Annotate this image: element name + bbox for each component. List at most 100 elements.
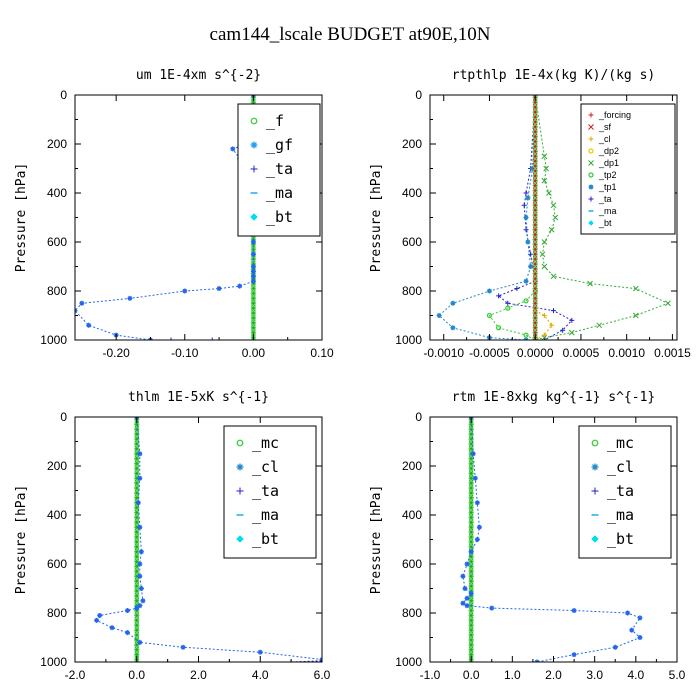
data-point — [468, 634, 475, 641]
y-tick-label: 200 — [402, 459, 422, 473]
data-point — [250, 283, 257, 289]
data-point — [532, 322, 539, 329]
series-line-1 — [534, 95, 670, 340]
data-point — [109, 625, 115, 631]
legend-marker — [588, 220, 594, 226]
chart-panel-3: thlm 1E-5xK s^{-1} Pressure [hPa] -2.0 0.0 2… — [14, 390, 331, 682]
data-point — [505, 300, 511, 306]
legend-entry: _tp1 — [588, 182, 617, 192]
data-point — [250, 293, 257, 299]
data-point — [532, 180, 539, 187]
data-point — [474, 500, 480, 506]
data-point — [450, 300, 456, 306]
x-tick-label: 3.0 — [586, 668, 603, 682]
data-point — [539, 251, 546, 258]
data-point — [468, 644, 475, 651]
data-point — [546, 190, 552, 196]
legend-label: _ma — [598, 206, 617, 216]
y-tick-label: 200 — [402, 137, 422, 151]
data-point — [532, 101, 539, 108]
legend-label: _ta — [266, 160, 293, 178]
data-point — [532, 327, 539, 334]
data-point — [541, 337, 547, 340]
data-point — [532, 121, 539, 128]
legend-label: _forcing — [598, 110, 631, 120]
y-tick-label: 400 — [47, 508, 67, 522]
data-point — [138, 549, 144, 555]
data-point — [468, 610, 475, 616]
data-point — [468, 580, 475, 587]
data-point — [133, 468, 140, 474]
data-point — [637, 615, 643, 621]
data-point — [486, 288, 492, 294]
data-point — [523, 332, 529, 338]
data-point — [133, 443, 140, 450]
legend-entry: _f — [250, 112, 284, 130]
series-group — [460, 417, 643, 662]
legend-marker — [588, 184, 594, 190]
data-point — [632, 312, 639, 319]
data-point — [133, 580, 140, 587]
legend-marker — [588, 124, 594, 130]
data-point — [209, 337, 215, 340]
data-point — [528, 264, 534, 269]
data-point — [133, 482, 140, 489]
y-axis-label: Pressure [hPa] — [14, 163, 29, 273]
data-point — [468, 526, 475, 533]
data-point — [532, 263, 539, 270]
data-point — [468, 502, 475, 509]
legend-box — [237, 103, 321, 237]
data-point — [450, 325, 456, 331]
data-point — [532, 283, 539, 289]
x-tick-label: 4.0 — [627, 668, 644, 682]
x-tick-label: -0.0010 — [423, 346, 464, 360]
y-tick-label: 400 — [402, 508, 422, 522]
legend-entry: _cl — [588, 134, 611, 144]
legend-label: _ma — [252, 506, 279, 524]
data-point — [468, 566, 475, 572]
legend-label: _ta — [598, 194, 612, 204]
data-point — [468, 477, 475, 484]
x-tick-label: 0.0015 — [654, 346, 691, 360]
data-point — [468, 423, 475, 430]
data-point — [528, 251, 534, 257]
data-point — [550, 202, 557, 209]
data-point — [250, 322, 257, 329]
data-point — [250, 312, 257, 319]
y-tick-label: 1000 — [395, 655, 422, 669]
panels: um 1E-4xm s^{-2} Pressure [hPa] -0.20 -0.10… — [14, 68, 691, 682]
x-tick-label: -0.20 — [102, 346, 130, 360]
legend-entry: _cl — [591, 458, 634, 476]
y-axis-label: Pressure [hPa] — [14, 485, 29, 595]
data-point — [86, 322, 92, 328]
data-point — [525, 195, 531, 201]
data-point — [560, 327, 566, 333]
legend-label: _cl — [252, 458, 279, 476]
data-point — [521, 202, 527, 208]
data-point — [468, 482, 475, 489]
data-point — [133, 659, 140, 662]
data-point — [133, 595, 140, 602]
data-point — [133, 629, 140, 636]
legend-entry: _ta — [591, 482, 634, 500]
panel-title: rtm 1E-8xkg kg^{-1} s^{-1} — [452, 390, 656, 405]
data-point — [468, 428, 475, 435]
data-point — [541, 239, 548, 245]
legend-label: _dp1 — [598, 158, 619, 168]
legend-entry: _tp2 — [588, 170, 617, 180]
data-point — [514, 286, 520, 292]
data-point — [460, 600, 466, 606]
data-point — [133, 463, 140, 469]
y-tick-label: 0 — [415, 410, 422, 424]
x-tick-label: 0.00 — [242, 346, 266, 360]
data-point — [257, 649, 263, 655]
data-point — [550, 273, 557, 280]
data-point — [532, 165, 539, 172]
data-point — [532, 150, 539, 157]
legend-label: _tp2 — [598, 170, 617, 180]
legend-entry: _bt — [588, 218, 612, 228]
y-tick-label: 200 — [47, 459, 67, 473]
x-tick-label: -0.10 — [171, 346, 199, 360]
legend-marker — [250, 117, 258, 125]
data-point — [133, 644, 140, 651]
